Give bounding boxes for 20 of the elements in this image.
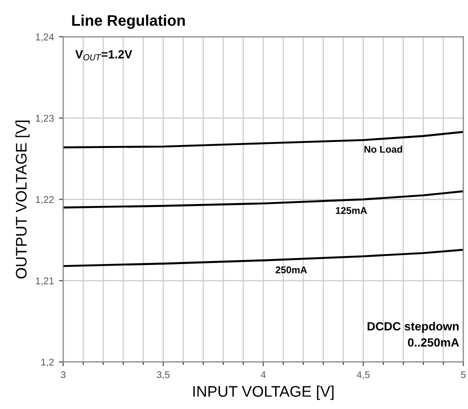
x-tick-label: 5	[461, 371, 466, 378]
y-tick-label: 1,2	[41, 358, 54, 367]
y-tick-label: 1,21	[36, 277, 54, 286]
series-label: 250mA	[276, 266, 307, 274]
chart-title: Line Regulation	[72, 14, 185, 29]
annotation: DCDC stepdown 0..250mA	[368, 322, 460, 347]
series-label: No Load	[364, 146, 402, 153]
x-tick-label: 4	[260, 371, 266, 378]
x-tick-label: 3,5	[156, 371, 170, 380]
y-tick-label: 1,24	[36, 34, 54, 42]
x-tick-label: 4,5	[356, 371, 370, 380]
y-axis-title: OUTPUT VOLTAGE [V]	[15, 120, 30, 278]
annotation: V$_{OUT}$=1.2V	[75, 50, 132, 60]
series-label: 125mA	[336, 207, 367, 214]
line-series	[63, 248, 464, 268]
x-axis-title: INPUT VOLTAGE [V]	[193, 386, 334, 400]
y-tick-label: 1,22	[36, 196, 54, 204]
y-tick-label: 1,23	[36, 114, 54, 123]
line-series	[63, 190, 464, 208]
x-tick-label: 3	[60, 371, 66, 378]
